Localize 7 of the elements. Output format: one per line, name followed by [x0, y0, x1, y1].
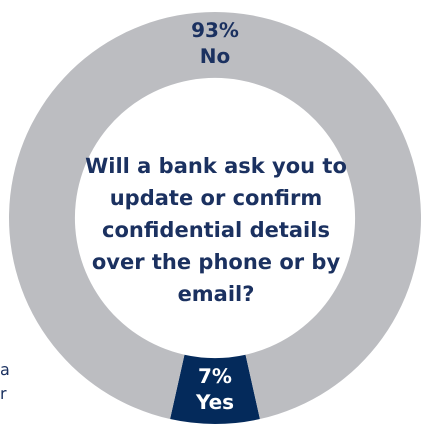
text: Will a bank ask you to update or confirm confidential details over the phone or by email?	[84, 153, 348, 308]
data-label: 93%	[191, 18, 239, 42]
text: a	[0, 360, 10, 379]
slice-label: Yes	[194, 390, 234, 414]
text: r	[0, 384, 7, 403]
data-label: 7%	[198, 364, 232, 388]
slice-label: No	[200, 44, 230, 68]
